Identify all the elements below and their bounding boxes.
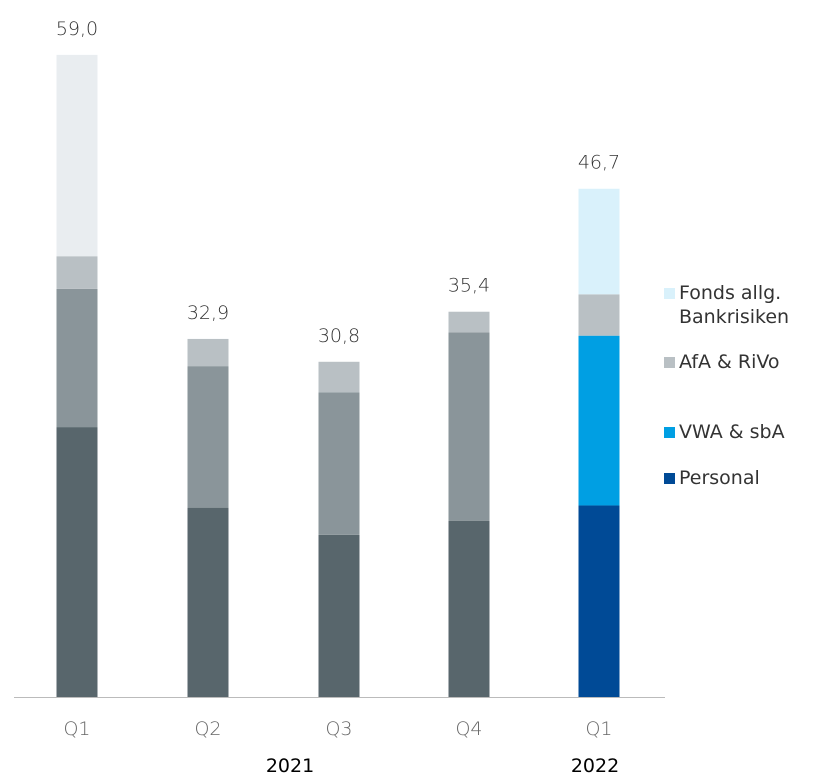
bar-segment <box>187 338 229 367</box>
legend-label: VWA & sbA <box>679 421 785 443</box>
x-tick-label: Q1 <box>63 718 90 740</box>
x-tick-label: Q1 <box>585 718 612 740</box>
bar-segment <box>187 366 229 508</box>
bar-segment <box>448 332 490 521</box>
bar-segment <box>56 288 98 428</box>
legend-item: Fonds allg. Bankrisiken <box>664 281 814 329</box>
bar-segment <box>56 427 98 697</box>
total-label: 59,0 <box>56 18 98 40</box>
x-tick-label: Q2 <box>194 718 221 740</box>
legend-label: Personal <box>679 467 760 489</box>
bar-segment <box>56 54 98 257</box>
group-label: 2022 <box>571 755 619 777</box>
legend-swatch <box>664 473 675 484</box>
bar-segment <box>578 505 620 697</box>
bar-segment <box>318 534 360 697</box>
total-label: 46,7 <box>578 152 620 174</box>
bar-segment <box>187 507 229 697</box>
bar-segment <box>578 294 620 336</box>
total-label: 30,8 <box>318 325 360 347</box>
legend-item: Personal <box>664 466 760 490</box>
legend-label: Fonds allg. Bankrisiken <box>679 282 790 328</box>
bar-segment <box>578 188 620 295</box>
group-label: 2021 <box>266 755 314 777</box>
legend-item: AfA & RiVo <box>664 350 780 374</box>
total-label: 32,9 <box>187 302 229 324</box>
x-tick-label: Q4 <box>455 718 482 740</box>
legend-item: VWA & sbA <box>664 420 785 444</box>
bar-segment <box>318 392 360 535</box>
total-label: 35,4 <box>448 275 490 297</box>
legend-label: AfA & RiVo <box>679 351 780 373</box>
bar-segment <box>448 520 490 697</box>
bar-segment <box>578 335 620 506</box>
legend-swatch <box>664 288 675 299</box>
x-tick-label: Q3 <box>325 718 352 740</box>
bar-segment <box>448 311 490 333</box>
bar-segment <box>56 256 98 289</box>
bar-segment <box>318 361 360 393</box>
legend-swatch <box>664 357 675 368</box>
legend-swatch <box>664 427 675 438</box>
